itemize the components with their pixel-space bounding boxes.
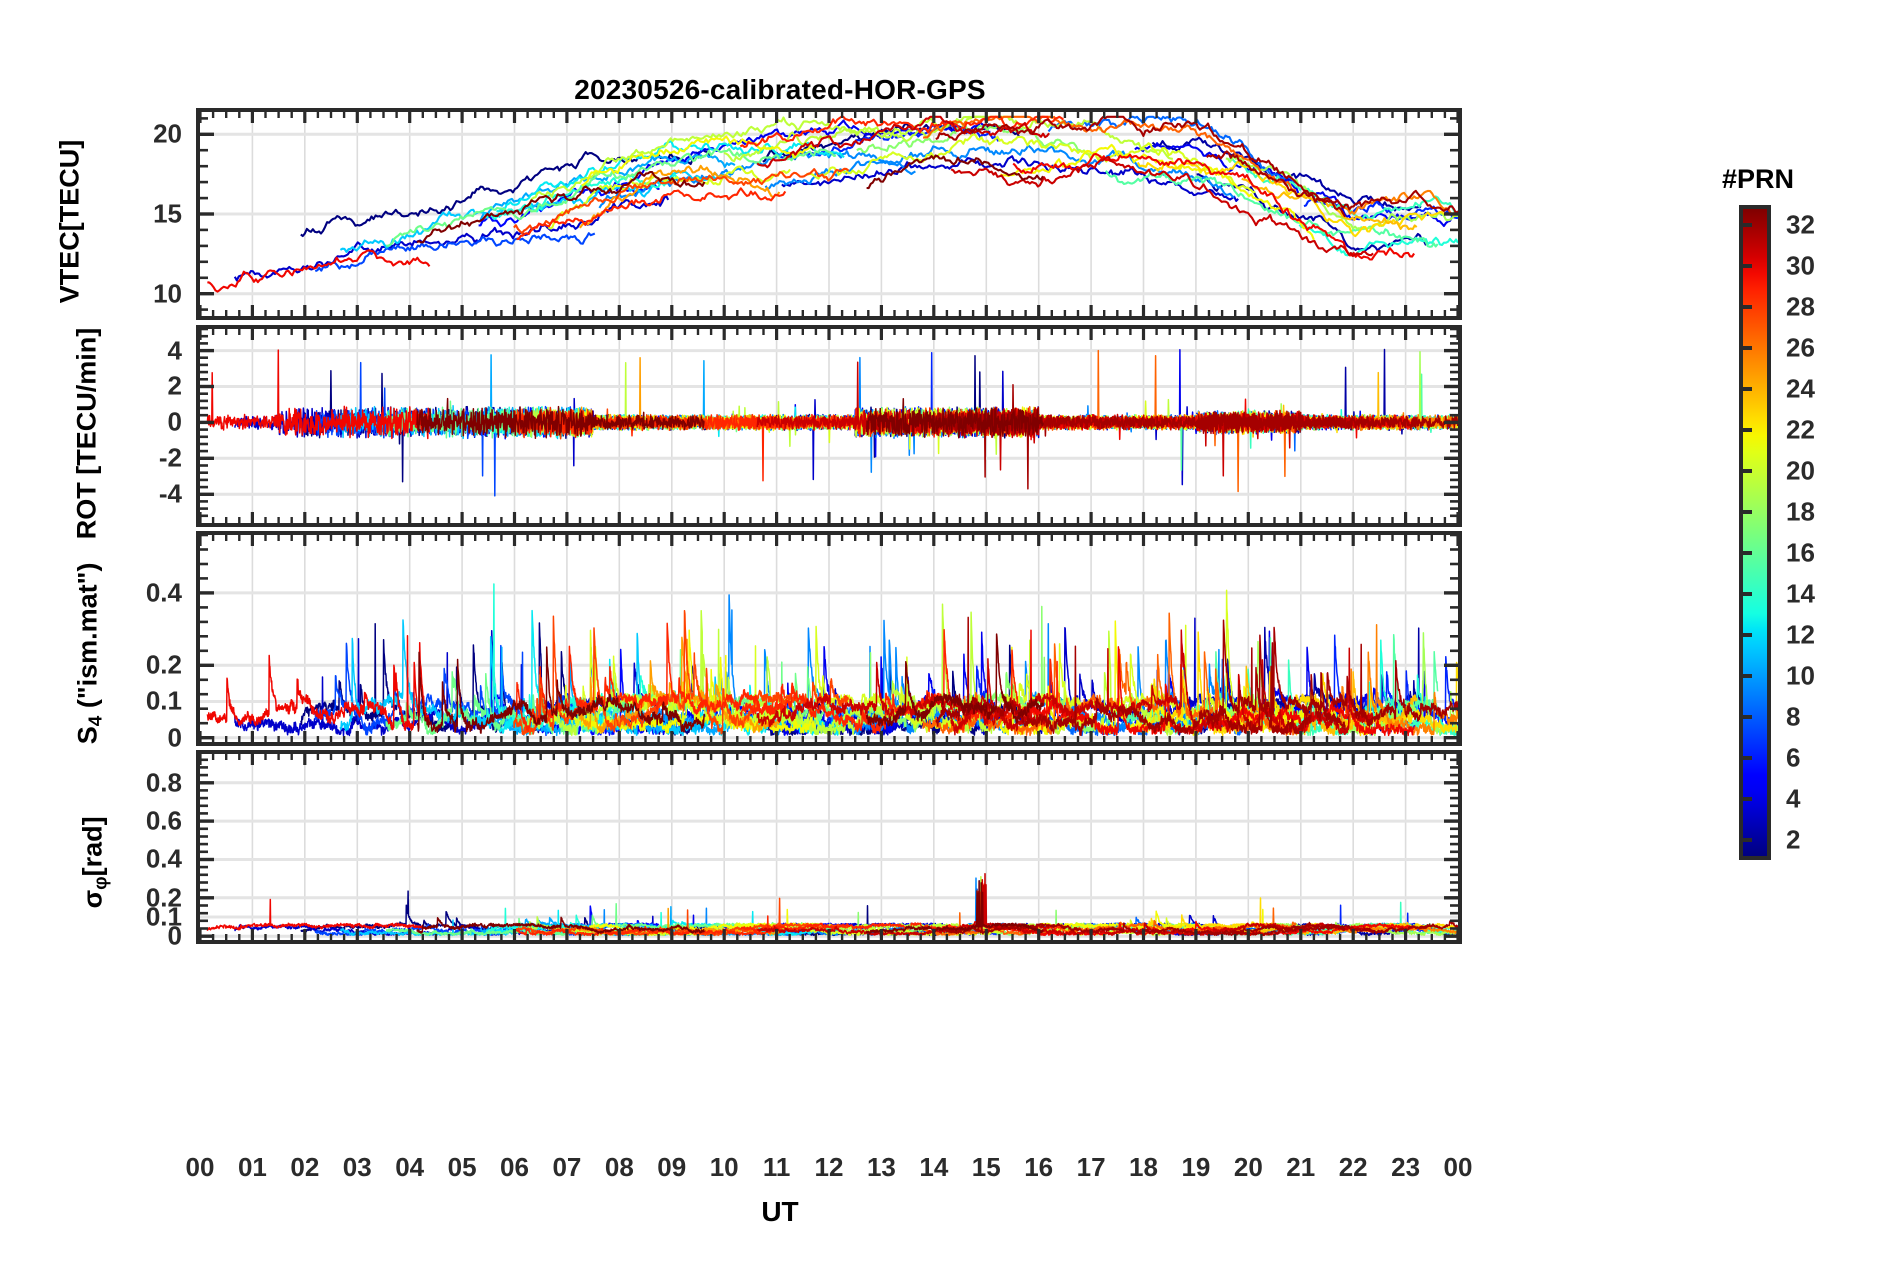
colorbar-tick-32: 32 [1786,209,1815,240]
ytick-s4-0.2: 0.2 [145,649,182,680]
colorbar-tick-4: 4 [1786,783,1801,814]
ytick-sigma-phi-0.2: 0.2 [145,882,182,913]
ytick-vtec-15: 15 [153,198,182,229]
colorbar-tick-18: 18 [1786,496,1815,527]
colorbar-tick-16: 16 [1786,537,1815,568]
colorbar-tick-mark [1739,796,1752,801]
ytick-s4-0.4: 0.4 [145,577,182,608]
xtick-23: 23 [1391,1152,1421,1182]
colorbar-tick-mark [1739,673,1752,678]
colorbar-tick-2: 2 [1786,824,1801,855]
panel-s4 [196,531,1462,746]
ytick-s4-0: 0 [167,722,182,753]
colorbar-tick-mark [1739,264,1752,269]
colorbar-tick-mark [1739,550,1752,555]
ytick-rot-4: 4 [167,335,182,366]
xtick-15: 15 [971,1152,1001,1182]
figure-title: 20230526-calibrated-HOR-GPS [574,74,986,105]
colorbar-tick-mark [1739,346,1752,351]
ytick-rot--4: -4 [158,478,182,509]
xtick-1: 01 [237,1152,267,1182]
vtec-plot-area [200,112,1458,316]
ytick-sigma-phi-0.1: 0.1 [145,901,182,932]
panel-rot [196,325,1462,527]
xtick-13: 13 [866,1152,896,1182]
colorbar-tick-mark [1739,387,1752,392]
colorbar-tick-10: 10 [1786,660,1815,691]
ytick-rot-2: 2 [167,370,182,401]
colorbar-title: #PRN [1722,164,1795,194]
colorbar-tick-8: 8 [1786,701,1801,732]
xtick-21: 21 [1286,1152,1316,1182]
xtick-4: 04 [395,1152,425,1182]
xtick-17: 17 [1076,1152,1106,1182]
colorbar-tick-mark [1739,469,1752,474]
colorbar-tick-14: 14 [1786,578,1815,609]
colorbar-tick-12: 12 [1786,619,1815,650]
xtick-12: 12 [814,1152,844,1182]
panel-vtec [196,108,1462,320]
xtick-24: 00 [1443,1152,1473,1182]
ytick-vtec-10: 10 [153,278,182,309]
panel-sigma-phi [196,750,1462,944]
ytick-sigma-phi-0.4: 0.4 [145,843,182,874]
xtick-10: 10 [709,1152,739,1182]
colorbar-tick-26: 26 [1786,332,1815,363]
colorbar-tick-mark [1739,632,1752,637]
colorbar-tick-24: 24 [1786,373,1815,404]
xtick-22: 22 [1338,1152,1368,1182]
sigma-phi-plot-area [200,754,1458,940]
ytick-vtec-20: 20 [153,118,182,149]
xtick-0: 00 [185,1152,215,1182]
colorbar-tick-mark [1739,428,1752,433]
colorbar-tick-30: 30 [1786,250,1815,281]
xtick-14: 14 [919,1152,949,1182]
ytick-rot--2: -2 [158,442,182,473]
ytick-rot-0: 0 [167,406,182,437]
colorbar-tick-28: 28 [1786,291,1815,322]
xtick-5: 05 [447,1152,477,1182]
colorbar-tick-mark [1739,591,1752,596]
xtick-16: 16 [1024,1152,1054,1182]
ytick-s4-0.1: 0.1 [145,685,182,716]
xtick-18: 18 [1129,1152,1158,1182]
colorbar-tick-6: 6 [1786,742,1801,773]
colorbar-tick-mark [1739,837,1752,842]
colorbar-tick-mark [1739,755,1752,760]
xtick-8: 08 [604,1152,634,1182]
colorbar-tick-20: 20 [1786,455,1815,486]
ytick-sigma-phi-0.6: 0.6 [145,805,182,836]
xtick-2: 02 [290,1152,320,1182]
s4-plot-area [200,535,1458,742]
xtick-3: 03 [342,1152,372,1182]
xtick-20: 20 [1233,1152,1263,1182]
xtick-19: 19 [1181,1152,1211,1182]
xtick-7: 07 [552,1152,582,1182]
colorbar-tick-mark [1739,510,1752,515]
xtick-6: 06 [500,1152,529,1182]
rot-plot-area [200,329,1458,523]
colorbar-tick-22: 22 [1786,414,1815,445]
xtick-9: 09 [657,1152,687,1182]
ytick-sigma-phi-0.8: 0.8 [145,767,182,798]
colorbar-tick-mark [1739,305,1752,310]
colorbar-tick-mark [1739,714,1752,719]
xtick-11: 11 [762,1152,791,1182]
colorbar-gradient [1743,209,1767,856]
ytick-sigma-phi-0: 0 [167,920,182,951]
x-axis-label: UT [761,1196,799,1227]
colorbar [1739,205,1771,860]
colorbar-tick-mark [1739,223,1752,228]
